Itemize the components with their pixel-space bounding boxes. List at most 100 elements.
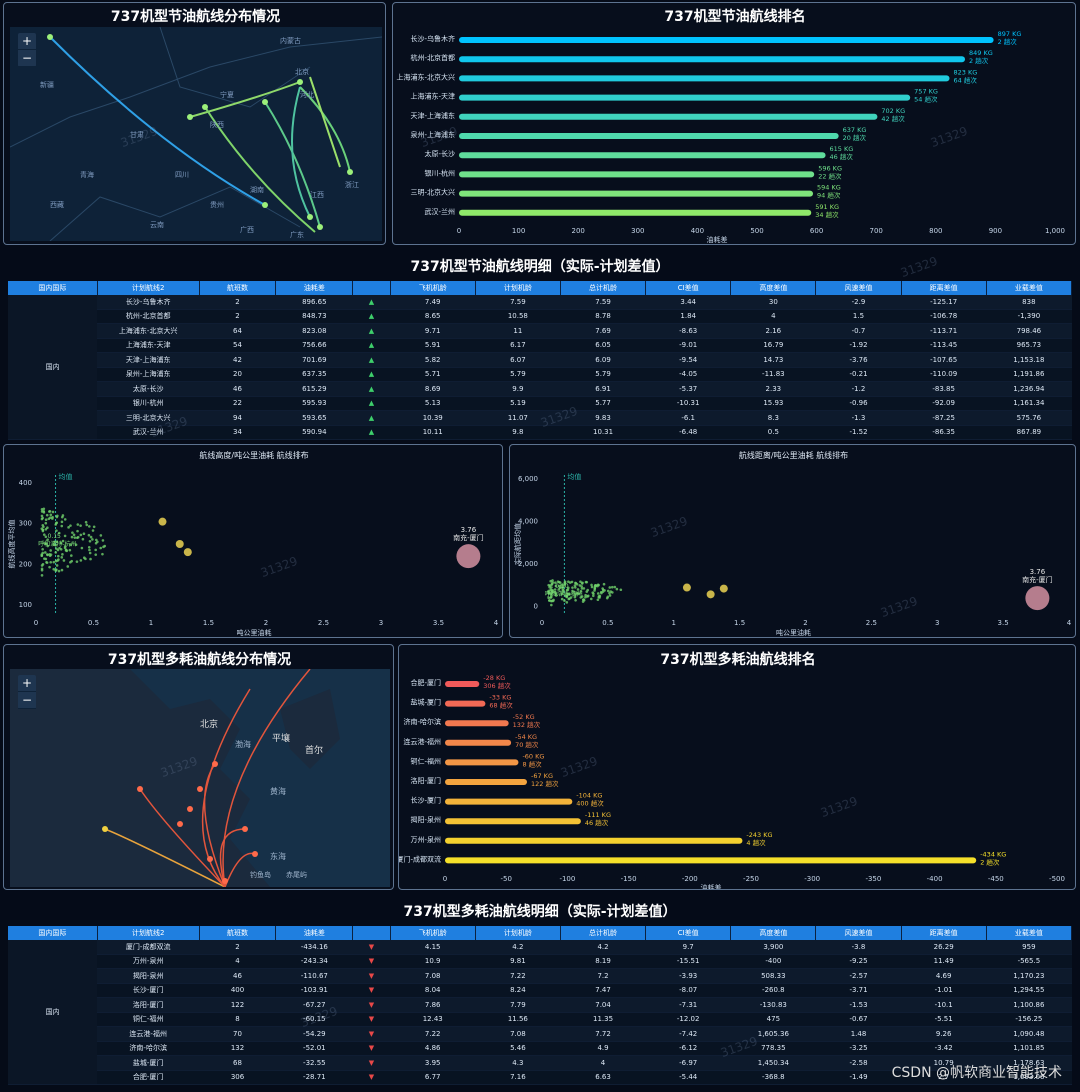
- zoom-in-button[interactable]: +: [18, 33, 36, 50]
- rank-xlabel: 油耗差: [701, 883, 722, 889]
- waste-map-zoom: + −: [18, 675, 36, 709]
- zoom-out-button[interactable]: −: [18, 50, 36, 67]
- table-header-cell[interactable]: CI差值: [645, 926, 732, 940]
- scatter-point: [565, 594, 568, 598]
- table-header-cell[interactable]: 国内国际: [8, 281, 98, 295]
- table-cell: 838: [986, 295, 1072, 310]
- table-cell: -1.2: [815, 381, 902, 397]
- map-label-gansu: 甘肃: [130, 130, 144, 139]
- table-cell: 965.73: [986, 338, 1072, 353]
- scatter-point: [44, 521, 48, 525]
- table-header-cell[interactable]: 业载差值: [986, 281, 1073, 295]
- table-row[interactable]: 太原-长沙 46 615.29 ▲ 8.69 9.9 6.91 -5.37 2.33 -1.2 -8…: [8, 381, 1072, 397]
- table-header-cell[interactable]: 飞机机龄: [390, 281, 476, 295]
- table-header-cell[interactable]: 油耗差: [275, 926, 354, 940]
- table-row[interactable]: 揭阳-泉州 46 -110.67 ▼ 7.08 7.22 7.2 -3.93 508.33 -2.…: [8, 968, 1072, 984]
- credit-text: CSDN @帆软商业智能技术: [891, 1065, 1062, 1081]
- scatter-point: [46, 544, 50, 548]
- table-row[interactable]: 武汉-兰州 34 590.94 ▲ 10.11 9.8 10.31 -6.48 0.5 -1.52…: [8, 425, 1072, 440]
- scatter-point: [596, 598, 600, 602]
- table-row[interactable]: 上海浦东-北京大兴 64 823.08 ▲ 9.71 11 7.69 -8.63 2.16 -0.…: [8, 323, 1072, 339]
- group-cell: 国内: [8, 940, 98, 1085]
- saving-route-map[interactable]: 内蒙古 北京 河北 陕西 宁夏 甘肃 四川 湖南 贵州 云南 广西 广东 江西 …: [10, 27, 382, 241]
- waste-zoom-in-button[interactable]: +: [18, 675, 36, 692]
- table-cell: 34: [199, 425, 276, 440]
- table-header-cell[interactable]: 总计机龄: [560, 281, 647, 295]
- scatter-point: [63, 534, 67, 538]
- table-row[interactable]: 连云港-福州 70 -54.29 ▼ 7.22 7.08 7.72 -7.42 1,605.36…: [8, 1026, 1072, 1042]
- table-row[interactable]: 天津-上海浦东 42 701.69 ▲ 5.82 6.07 6.09 -9.54 14.73 -3…: [8, 352, 1072, 368]
- table-header-cell[interactable]: 航班数: [199, 926, 277, 940]
- scatter-point: [566, 586, 570, 590]
- table-header-cell[interactable]: 航班数: [199, 281, 277, 295]
- table-cell: 长沙-乌鲁木齐: [97, 295, 200, 310]
- table-row[interactable]: 合肥-厦门 306 -28.71 ▼ 6.77 7.16 6.63 -5.44 -368.8 -1…: [8, 1070, 1072, 1085]
- scatter-point: [60, 520, 64, 524]
- table-header-cell[interactable]: 计划航线2: [97, 281, 200, 295]
- table-cell: -7.31: [645, 997, 731, 1013]
- table-cell: -565.5: [986, 954, 1072, 969]
- scatter-point: [82, 532, 86, 536]
- table-cell: 1,090.48: [986, 1026, 1072, 1042]
- table-header-cell[interactable]: 高度差值: [730, 926, 817, 940]
- scatter-left-panel: 航线高度/吨公里油耗 航线排布 0 0.5 1 1.5 2 2.5 3 3.5 4 100 200 30…: [3, 444, 503, 638]
- table-row[interactable]: 国内 厦门-成都双流 2 -434.16 ▼ 4.15 4.2 4.2 9.7 3,900 -3.8…: [8, 940, 1072, 1085]
- table-row[interactable]: 洛阳-厦门 122 -67.27 ▼ 7.86 7.79 7.04 -7.31 -130.83-…: [8, 997, 1072, 1013]
- scatter-point: [40, 508, 44, 511]
- table-header-cell[interactable]: CI差值: [645, 281, 732, 295]
- scatter-point: [574, 581, 577, 585]
- rank-bar: [445, 857, 977, 864]
- saving-map-zoom: + −: [18, 33, 36, 67]
- table-row[interactable]: 铜仁-福州 8 -60.15 ▼ 12.43 11.56 11.35 -12.02 475 -0.…: [8, 1012, 1072, 1027]
- scatter-xtick: 0: [34, 619, 38, 627]
- rank-category-label: 揭阳-泉州: [410, 815, 441, 824]
- table-row[interactable]: 盐城-厦门 68 -32.55 ▼ 3.95 4.3 4 -6.97 1,450.34 -2.58…: [8, 1055, 1072, 1071]
- scatter-point: [40, 564, 44, 567]
- rank-bar: [445, 720, 509, 727]
- table-row[interactable]: 上海浦东-天津 54 756.66 ▲ 5.91 6.17 6.05 -9.01 16.79 -1…: [8, 338, 1072, 353]
- table-header-cell[interactable]: 距离差值: [901, 926, 987, 940]
- saving-rank-title: 737机型节油航线排名: [664, 9, 806, 25]
- saving-table-header: 国内国际 计划航线2 航班数 油耗差 飞机机龄 计划机龄 总计机龄 CI差值 高度差值 风速差值距…: [8, 281, 1073, 295]
- rank-xtick: 0: [457, 227, 461, 235]
- rank-xtick: 300: [631, 227, 644, 235]
- scatter-point: [74, 543, 78, 547]
- table-row[interactable]: 济南-哈尔滨 132 -52.01 ▼ 4.86 5.46 4.9 -6.12 778.35 -3…: [8, 1041, 1072, 1056]
- table-row[interactable]: 国内 长沙-乌鲁木齐 2 896.65 ▲ 7.49 7.59 7.59 3.44 30 -2.9-…: [8, 295, 1072, 440]
- table-header-cell[interactable]: 油耗差: [275, 281, 354, 295]
- table-header-cell[interactable]: 计划航线2: [97, 926, 200, 940]
- waste-route-map[interactable]: 北京 渤海 平壤 首尔 黄海 东海 钓鱼岛 赤尾屿 + −: [10, 669, 390, 887]
- table-header-cell[interactable]: 国内国际: [8, 926, 98, 940]
- table-header-cell[interactable]: 高度差值: [730, 281, 817, 295]
- table-header-cell[interactable]: 风速差值: [815, 926, 902, 940]
- table-cell: 1,236.94: [986, 381, 1072, 397]
- table-header-cell[interactable]: 计划机龄: [475, 926, 561, 940]
- table-row[interactable]: 三明-北京大兴 94 593.65 ▲ 10.39 11.07 9.83 -6.1 8.3 -1.…: [8, 410, 1072, 426]
- table-row[interactable]: 泉州-上海浦东 20 637.35 ▲ 5.71 5.79 5.79 -4.05 -11.83-…: [8, 367, 1072, 382]
- table-header-cell[interactable]: [352, 926, 391, 940]
- trend-icon: ▲: [352, 381, 391, 397]
- table-header-cell[interactable]: 飞机机龄: [390, 926, 476, 940]
- scatter-point: [606, 589, 610, 593]
- rank-xtick: 800: [929, 227, 942, 235]
- table-cell: 1,161.34: [986, 396, 1072, 411]
- rank-count-label: 2 趟次: [980, 857, 1000, 866]
- table-row[interactable]: 万州-泉州 4 -243.34 ▼ 10.9 9.81 8.19 -15.51 -400 -9.2…: [8, 954, 1072, 969]
- table-header-cell[interactable]: 总计机龄: [560, 926, 647, 940]
- trend-icon: ▼: [352, 940, 391, 955]
- table-row[interactable]: 杭州-北京首都 2 848.73 ▲ 8.65 10.58 8.78 1.84 4 1.5 -106…: [8, 309, 1072, 324]
- table-header-cell[interactable]: [352, 281, 391, 295]
- table-cell: 1,178.63: [986, 1055, 1072, 1071]
- table-row[interactable]: 长沙-厦门 400 -103.91 ▼ 8.04 8.24 7.47 -8.07 -260.8-…: [8, 983, 1072, 998]
- scatter-xtick: 0: [540, 619, 544, 627]
- table-cell: 701.69: [275, 352, 353, 368]
- waste-zoom-out-button[interactable]: −: [18, 692, 36, 709]
- waste-table-title: 737机型多耗油航线明细（实际-计划差值）: [403, 904, 677, 920]
- table-header-cell[interactable]: 风速差值: [815, 281, 902, 295]
- scatter-point: [591, 591, 595, 594]
- table-header-cell[interactable]: 业载差值: [986, 926, 1073, 940]
- table-row[interactable]: 银川-杭州 22 595.93 ▲ 5.13 5.19 5.77 -10.31 15.93 -0.…: [8, 396, 1072, 411]
- table-header-cell[interactable]: 距离差值: [901, 281, 987, 295]
- rank-value-label: -243 KG: [746, 831, 772, 839]
- table-header-cell[interactable]: 计划机龄: [475, 281, 561, 295]
